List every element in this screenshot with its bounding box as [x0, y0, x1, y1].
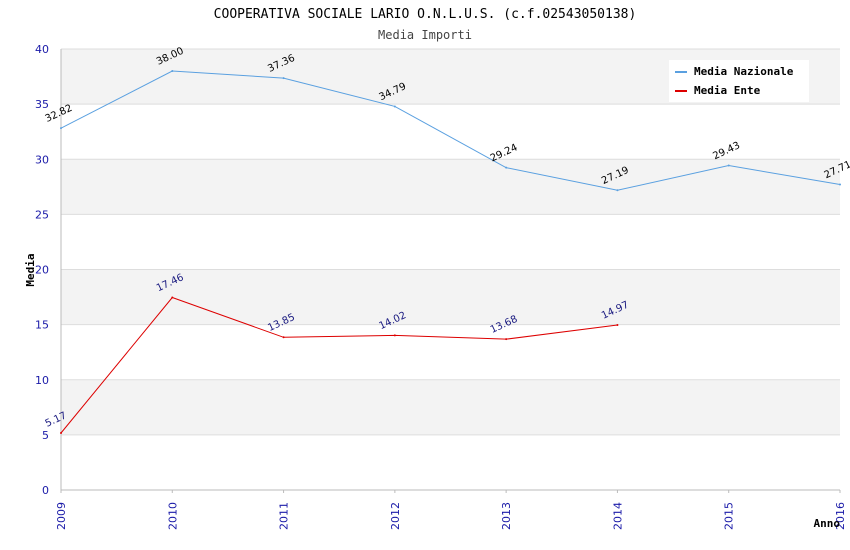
y-tick-label: 30 — [35, 153, 49, 166]
x-tick-label: 2015 — [723, 502, 736, 530]
x-axis-label: Anno — [814, 517, 841, 530]
x-tick-label: 2011 — [278, 502, 291, 530]
x-tick-label: 2010 — [166, 502, 179, 530]
x-tick-labels: 2009 2010 2011 2012 2013 2014 2015 2016 — [55, 502, 847, 530]
data-point — [727, 164, 730, 167]
y-axis-label: Media — [24, 253, 37, 286]
y-tick-label: 10 — [35, 374, 49, 387]
series-line-ente — [60, 296, 618, 434]
plot-bands — [61, 49, 840, 435]
x-tick-label: 2016 — [834, 502, 847, 530]
legend: Media Nazionale Media Ente — [669, 60, 809, 102]
data-point — [171, 70, 174, 73]
data-point — [171, 296, 174, 299]
axes — [60, 49, 841, 493]
y-tick-label: 15 — [35, 319, 49, 332]
data-point — [505, 166, 508, 169]
data-point — [393, 105, 396, 108]
y-tick-label: 40 — [35, 43, 49, 56]
data-point — [616, 323, 619, 326]
x-tick-label: 2009 — [55, 502, 68, 530]
data-point — [616, 189, 619, 192]
y-tick-label: 0 — [42, 484, 49, 497]
data-point — [505, 338, 508, 341]
data-point — [282, 336, 285, 339]
plot-band — [61, 269, 840, 325]
y-tick-label: 20 — [35, 264, 49, 277]
grid-lines — [61, 48, 840, 491]
series-line-nazionale — [60, 70, 841, 191]
plot-band — [61, 159, 840, 215]
data-point — [60, 432, 62, 435]
data-point — [282, 77, 285, 80]
chart-title: COOPERATIVA SOCIALE LARIO O.N.L.U.S. (c.… — [214, 7, 637, 22]
legend-box — [669, 60, 809, 102]
legend-label-nazionale: Media Nazionale — [694, 65, 794, 78]
plot-band — [61, 379, 840, 435]
y-tick-label: 25 — [35, 208, 49, 221]
legend-label-ente: Media Ente — [694, 84, 761, 97]
data-point — [839, 183, 841, 186]
x-tick-label: 2014 — [611, 502, 624, 530]
series-lines — [60, 70, 841, 435]
y-tick-labels: 0 5 10 15 20 25 30 35 40 — [35, 43, 49, 497]
y-tick-label: 5 — [42, 429, 49, 442]
x-tick-label: 2012 — [389, 502, 402, 530]
data-point — [60, 127, 62, 130]
x-tick-label: 2013 — [500, 502, 513, 530]
data-point — [393, 334, 396, 337]
chart-subtitle: Media Importi — [378, 28, 472, 42]
y-tick-label: 35 — [35, 98, 49, 111]
